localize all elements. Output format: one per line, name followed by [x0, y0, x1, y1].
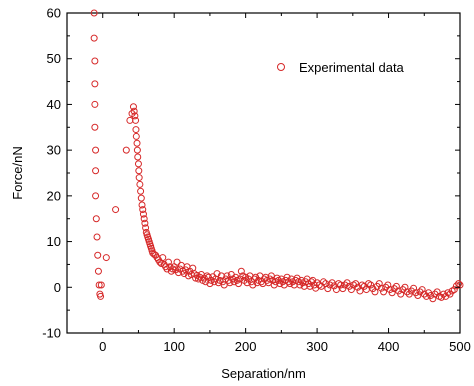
data-point	[159, 254, 167, 262]
data-point	[324, 285, 332, 293]
data-point	[135, 174, 143, 182]
y-tick-label: 20	[47, 188, 61, 203]
data-point	[137, 187, 145, 195]
data-point	[420, 290, 428, 298]
data-point	[94, 267, 102, 275]
legend-marker-icon	[277, 63, 285, 71]
data-point	[135, 167, 143, 175]
data-point	[320, 278, 328, 286]
y-tick-label: 30	[47, 143, 61, 158]
data-point	[237, 267, 245, 275]
data-point	[164, 258, 172, 266]
data-point	[97, 292, 105, 300]
x-tick-label: 100	[163, 339, 185, 354]
data-point	[456, 281, 464, 289]
y-tick-label: -10	[42, 326, 61, 341]
data-point	[122, 146, 130, 154]
data-point	[455, 280, 463, 288]
data-point	[92, 192, 100, 200]
data-point	[352, 280, 360, 288]
data-point	[132, 116, 140, 124]
data-point	[414, 292, 422, 300]
data-point	[206, 280, 214, 288]
y-tick-label: 0	[54, 280, 61, 295]
data-point	[337, 281, 345, 289]
data-point	[134, 160, 142, 168]
data-point	[112, 206, 120, 214]
data-point	[139, 206, 147, 214]
data-point	[341, 281, 349, 289]
data-point	[388, 289, 396, 297]
tick-labels: 0 100 200 300 400 500 -10 0 10 20 30 40 50 60	[42, 6, 471, 355]
data-point	[131, 112, 139, 120]
data-point	[95, 281, 103, 289]
data-point	[422, 292, 430, 300]
x-tick-label: 200	[235, 339, 257, 354]
y-tick-label: 10	[47, 234, 61, 249]
data-point	[91, 57, 99, 65]
data-point	[132, 126, 140, 134]
data-point	[97, 281, 105, 289]
data-point	[313, 279, 321, 287]
data-point	[90, 9, 98, 17]
data-point	[133, 139, 141, 147]
data-point	[91, 80, 99, 88]
data-point	[94, 251, 102, 259]
data-point	[92, 146, 100, 154]
legend-label: Experimental data	[299, 60, 405, 75]
data-point	[173, 258, 181, 266]
data-point	[403, 288, 411, 296]
data-point	[267, 272, 275, 280]
data-point	[339, 285, 347, 293]
data-point	[129, 103, 137, 111]
data-point	[134, 153, 142, 161]
data-point	[93, 233, 101, 241]
data-point	[452, 282, 460, 290]
axis-ticks	[66, 12, 461, 334]
x-tick-label: 500	[449, 339, 471, 354]
data-point	[283, 273, 291, 281]
data-point	[377, 284, 385, 292]
data-point	[92, 215, 100, 223]
data-point	[326, 281, 334, 289]
data-point	[91, 100, 99, 108]
data-point	[91, 123, 99, 131]
y-tick-label: 50	[47, 51, 61, 66]
x-axis-title: Separation/nm	[221, 366, 306, 381]
data-point	[90, 34, 98, 42]
data-point	[142, 224, 150, 232]
x-tick-label: 400	[378, 339, 400, 354]
data-point	[232, 273, 240, 281]
data-point	[362, 286, 370, 294]
data-point	[182, 266, 190, 274]
data-point	[137, 194, 145, 202]
data-point	[136, 180, 144, 188]
x-tick-label: 300	[306, 339, 328, 354]
x-tick-label: 0	[99, 339, 106, 354]
data-point	[356, 287, 364, 295]
data-point	[92, 167, 100, 175]
data-point	[130, 107, 138, 115]
data-point	[450, 286, 458, 294]
data-point	[133, 146, 141, 154]
y-tick-label: 60	[47, 6, 61, 21]
data-point	[140, 215, 148, 223]
y-tick-label: 40	[47, 97, 61, 112]
data-point	[139, 210, 147, 218]
data-point	[102, 254, 110, 262]
data-point	[138, 201, 146, 209]
data-point	[126, 116, 134, 124]
data-point	[367, 281, 375, 289]
legend: Experimental data	[277, 60, 405, 75]
data-point	[332, 286, 340, 294]
data-point	[234, 280, 242, 288]
data-markers	[90, 9, 464, 303]
y-axis-title: Force/nN	[10, 146, 25, 199]
data-point	[343, 279, 351, 287]
data-point	[243, 279, 251, 287]
data-point	[223, 272, 231, 280]
data-point	[141, 219, 149, 227]
data-point	[132, 132, 140, 140]
